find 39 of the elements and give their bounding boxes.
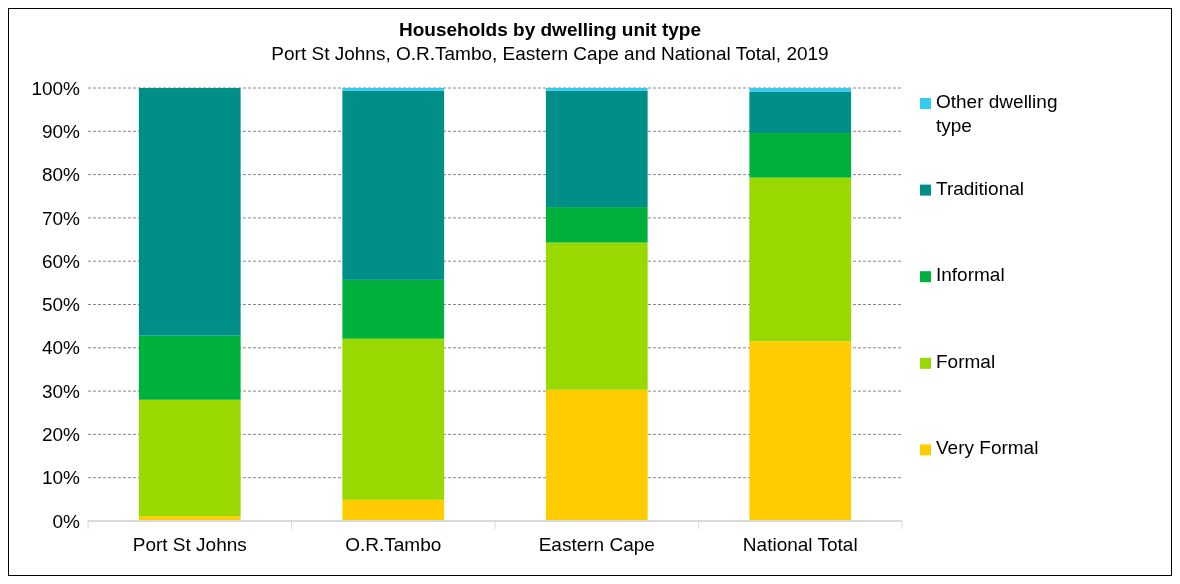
y-tick-label: 90%: [41, 120, 81, 142]
bar: [342, 338, 445, 500]
y-tick-label: 80%: [41, 164, 81, 186]
y-tick-label: 100%: [31, 77, 81, 99]
x-tick-label: Eastern Cape: [538, 534, 655, 555]
chart-title: Households by dwelling unit type: [399, 19, 701, 40]
y-tick-label: 30%: [41, 380, 81, 402]
bar: [138, 88, 241, 336]
bar: [342, 90, 445, 280]
bar: [342, 279, 445, 339]
y-tick-label: 0%: [52, 510, 81, 532]
legend-label: Formal: [936, 350, 996, 372]
legend-label: Other dwelling type: [936, 91, 1058, 136]
bar: [749, 341, 852, 521]
y-tick-label: 70%: [41, 207, 81, 229]
x-tick-label: National Total: [742, 534, 858, 555]
bar: [749, 133, 852, 178]
bar: [138, 335, 241, 400]
chart-subtitle: Port St Johns, O.R.Tambo, Eastern Cape and National Total, 2019: [271, 43, 829, 64]
bar: [545, 242, 648, 390]
y-tick-label: 60%: [41, 250, 81, 272]
y-tick-label: 40%: [41, 337, 81, 359]
bar: [545, 88, 648, 91]
x-tick-label: O.R.Tambo: [345, 534, 442, 555]
y-tick-label: 10%: [41, 467, 81, 489]
legend-label: Informal: [936, 264, 1005, 286]
x-tick-label: Port St Johns: [132, 534, 247, 555]
y-tick-label: 20%: [41, 424, 81, 446]
legend-label: Very Formal: [936, 437, 1039, 459]
bar: [749, 91, 852, 134]
bar: [342, 88, 445, 91]
legend-label: Traditional: [936, 177, 1025, 199]
bar: [749, 177, 852, 342]
bar: [342, 499, 445, 521]
bar: [138, 399, 241, 517]
y-tick-label: 50%: [41, 294, 81, 316]
bar: [545, 389, 648, 521]
bar: [545, 90, 648, 208]
bar: [545, 207, 648, 243]
